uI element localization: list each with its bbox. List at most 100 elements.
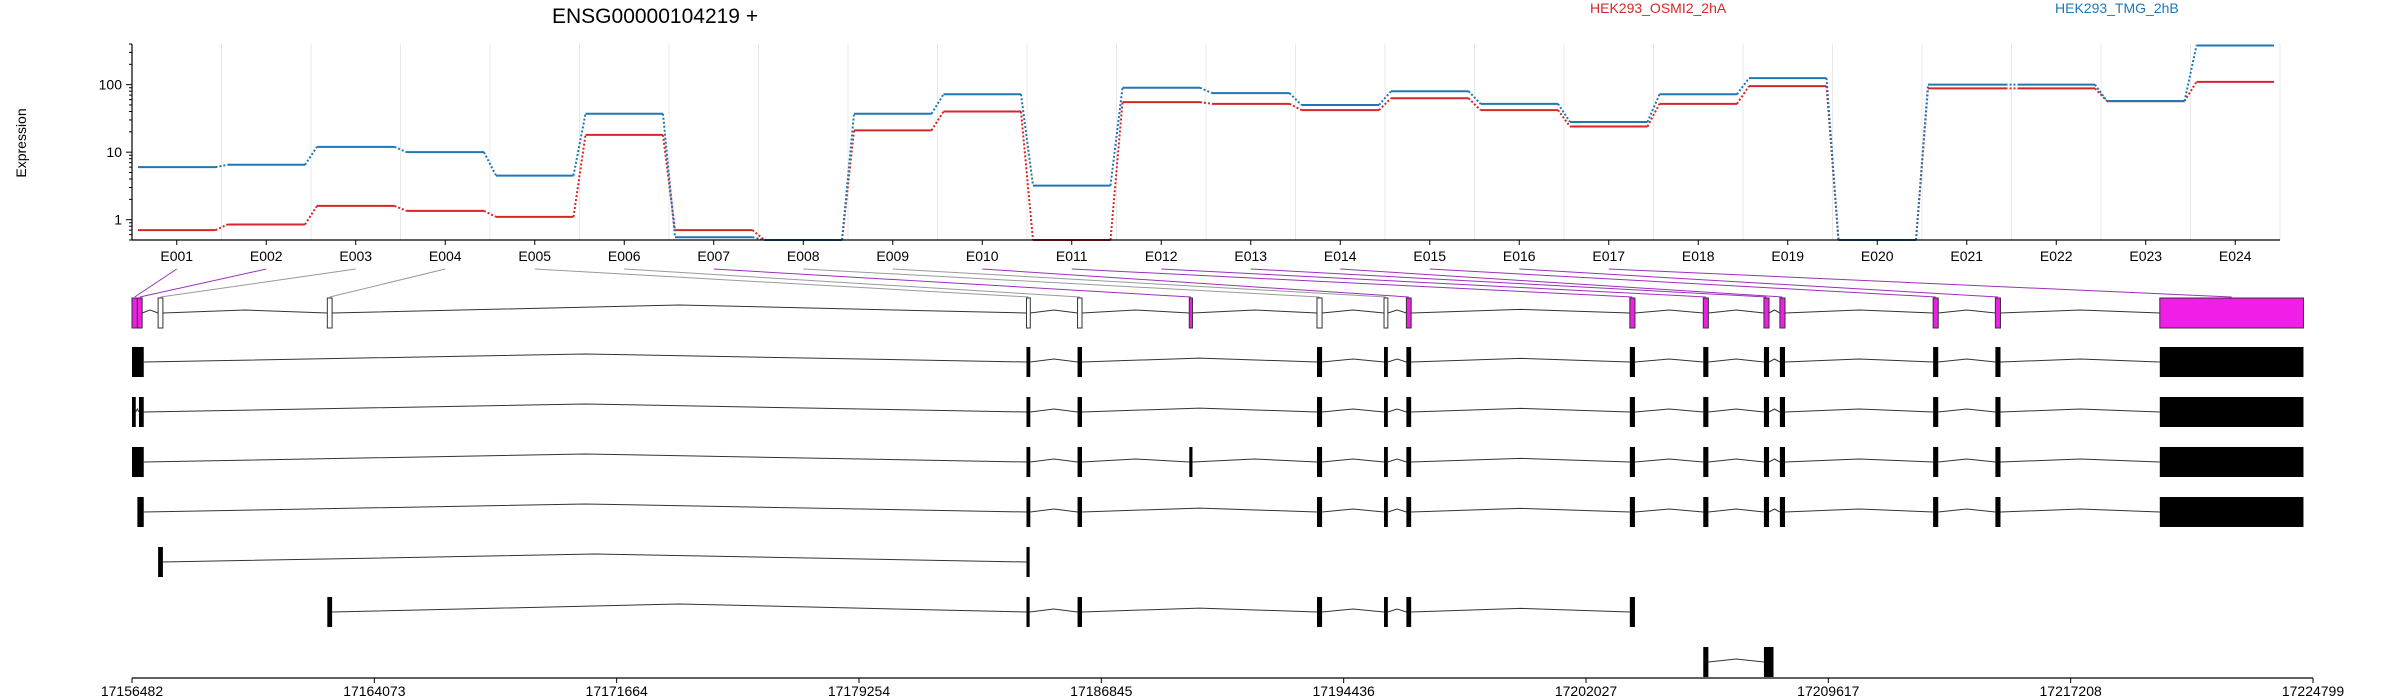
x-tick-label: E018: [1682, 248, 1715, 264]
transcript-exon: [132, 347, 144, 377]
transcript-4-intron: [1322, 508, 1385, 513]
transcript-3-intron: [1030, 458, 1078, 463]
transcript-6-intron: [1322, 608, 1385, 613]
transcript-exon: [132, 447, 144, 477]
gene-model: [131, 297, 2304, 329]
transcript-exon: [1703, 347, 1709, 377]
series-2-connector: [1288, 92, 1303, 106]
transcript-3-intron: [1322, 458, 1385, 463]
transcript-4-intron: [1030, 508, 1078, 513]
gene-model-intron: [1030, 309, 1078, 314]
x-tick-label: E007: [697, 248, 730, 264]
transcript-exon: [132, 397, 136, 427]
x-tick-label: E017: [1592, 248, 1625, 264]
x-tick-label: E009: [876, 248, 909, 264]
x-tick-label: E008: [787, 248, 820, 264]
exon-connector: [1340, 268, 1783, 298]
transcript-2-intron: [1784, 408, 1934, 413]
genome-tick-label: 17217208: [2040, 683, 2103, 699]
series-2-connector: [1378, 90, 1392, 106]
exon-connector: [1519, 268, 1998, 298]
exon-bin: [1994, 297, 2001, 329]
series-2-connector: [483, 151, 497, 177]
genome-tick-label: 17194436: [1313, 683, 1376, 699]
x-tick-label: E015: [1413, 248, 1446, 264]
exon-connector: [139, 268, 267, 298]
transcript-exon: [1316, 447, 1323, 477]
transcript-1-intron: [1081, 357, 1317, 363]
series-1-connector: [751, 229, 766, 241]
series-2-connector: [572, 113, 587, 176]
series-2-connector: [1020, 94, 1034, 186]
x-tick-label: E003: [339, 248, 372, 264]
transcript-exon: [1703, 497, 1709, 527]
transcript-exon: [1189, 447, 1193, 477]
transcript-exon: [1316, 497, 1323, 527]
exon-bin: [136, 297, 143, 329]
series-1-connector: [1020, 111, 1034, 241]
x-tick-label: E023: [2129, 248, 2162, 264]
transcript-exon: [1026, 597, 1030, 627]
transcript-2-intron: [1030, 408, 1078, 413]
y-tick-label: 1: [114, 212, 122, 228]
transcript-6-intron: [332, 603, 1027, 613]
exon-connector: [1429, 268, 1936, 298]
exon-connector: [329, 268, 446, 298]
genome-tick-label: 17179254: [828, 683, 891, 699]
exon-bin: [1932, 297, 1939, 329]
transcript-1-intron: [1411, 357, 1630, 363]
transcript-4-intron: [1784, 508, 1934, 513]
transcript-4-intron: [1634, 508, 1704, 513]
gene-model-intron: [332, 304, 1027, 314]
transcript-exon: [1629, 347, 1635, 377]
transcript-exon: [1384, 497, 1388, 527]
y-tick-label: 10: [106, 144, 122, 160]
gene-model-intron: [1322, 309, 1385, 314]
transcript-exon: [1077, 397, 1083, 427]
x-tick-label: E022: [2040, 248, 2073, 264]
transcript-exon: [1995, 447, 2001, 477]
transcript-3-intron: [2000, 458, 2160, 463]
transcript-3-intron: [1938, 458, 1996, 463]
transcript-exon: [1933, 347, 1939, 377]
gene-model-intron: [1708, 309, 1764, 314]
transcript-exon: [1026, 547, 1030, 577]
series-1-connector: [1378, 97, 1392, 111]
x-tick-label: E005: [518, 248, 551, 264]
series-2-connector: [841, 113, 855, 241]
y-tick-label: 100: [99, 77, 123, 93]
genome-tick-label: 17164073: [343, 683, 406, 699]
transcript-exon: [1629, 397, 1635, 427]
transcript-exon: [1384, 397, 1388, 427]
transcript-1-intron: [1938, 358, 1996, 363]
transcript-4-intron: [143, 503, 1027, 513]
gene-model-intron: [1192, 309, 1318, 314]
series-1-connector: [2094, 87, 2108, 102]
transcript-7-intron: [1708, 658, 1764, 663]
x-tick-label: E011: [1056, 248, 1088, 264]
series-2-connector: [1915, 84, 1929, 241]
genome-tick-label: 17186845: [1070, 683, 1133, 699]
gene-model-intron: [1768, 309, 1781, 314]
legend-label-series-2: HEK293_TMG_2hB: [2055, 0, 2179, 16]
transcript-exon: [1077, 347, 1083, 377]
transcript-exon: [1406, 597, 1412, 627]
transcript-3-intron: [1708, 458, 1764, 463]
transcripts: [132, 347, 2304, 677]
gene-model-intron: [141, 309, 159, 314]
transcript-exon: [1933, 397, 1939, 427]
x-tick-label: E010: [966, 248, 999, 264]
transcript-4-intron: [1708, 508, 1764, 513]
exon-bin: [1405, 297, 1412, 329]
transcript-exon: [327, 597, 333, 627]
transcript-5-intron: [162, 553, 1027, 563]
transcript-exon: [1384, 597, 1388, 627]
exon-bin: [1077, 297, 1083, 329]
transcript-exon: [1026, 447, 1031, 477]
transcript-1-intron: [1322, 358, 1385, 363]
transcript-1-intron: [1708, 358, 1764, 363]
transcript-3-intron: [143, 453, 1027, 463]
series-1-connector: [1467, 97, 1482, 111]
exon-connector: [624, 268, 1080, 298]
